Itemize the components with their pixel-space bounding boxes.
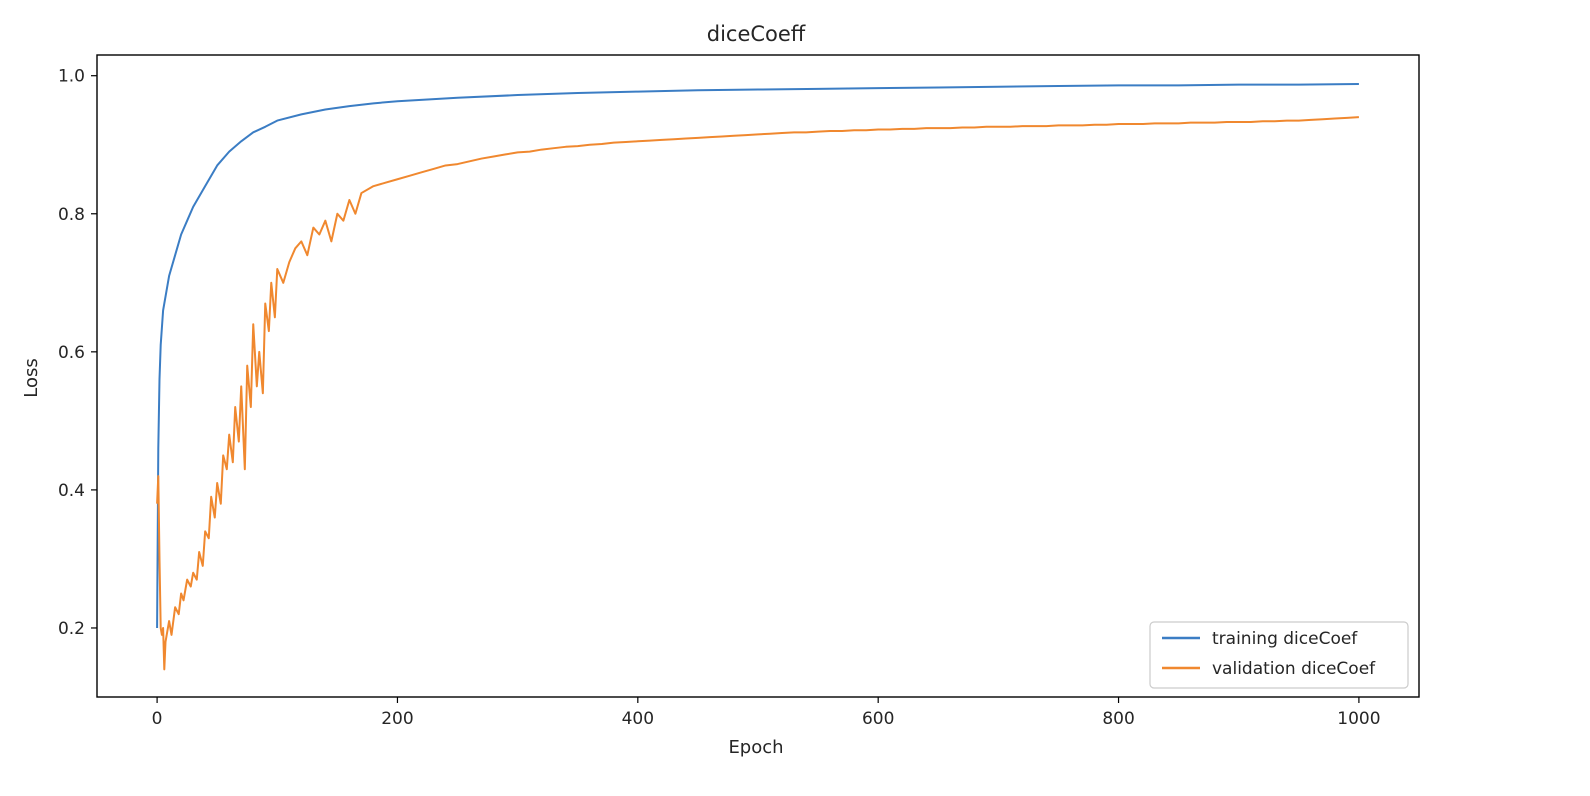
legend-box — [1149, 621, 1409, 689]
y-tick-label: 0.8 — [58, 205, 85, 225]
y-axis-title: Loss — [21, 358, 42, 397]
x-tick-label: 600 — [862, 709, 894, 729]
legend-label-validation: validation diceCoef — [1212, 659, 1376, 679]
series-line-training — [156, 82, 1359, 628]
x-tick-label: 800 — [1102, 709, 1134, 729]
series-line-validation — [156, 116, 1359, 671]
chart-title: diceCoeff — [707, 22, 806, 46]
x-tick-label: 0 — [152, 709, 163, 729]
x-tick-label: 400 — [622, 709, 654, 729]
plot-area — [156, 82, 1359, 671]
y-axis: 0.2 0.4 0.6 0.8 1.0 — [58, 67, 97, 639]
x-axis: 0 200 400 600 800 1000 — [152, 697, 1381, 729]
y-tick-label: 1.0 — [58, 67, 85, 87]
y-tick-label: 0.2 — [58, 619, 85, 639]
y-tick-label: 0.6 — [58, 343, 85, 363]
legend-label-training: training diceCoef — [1212, 629, 1358, 649]
x-tick-label: 200 — [381, 709, 413, 729]
x-axis-title: Epoch — [728, 737, 783, 758]
legend: training diceCoef validation diceCoef — [1149, 621, 1409, 689]
x-tick-label: 1000 — [1337, 709, 1380, 729]
y-tick-label: 0.4 — [58, 481, 85, 501]
plot-frame — [96, 54, 1420, 698]
